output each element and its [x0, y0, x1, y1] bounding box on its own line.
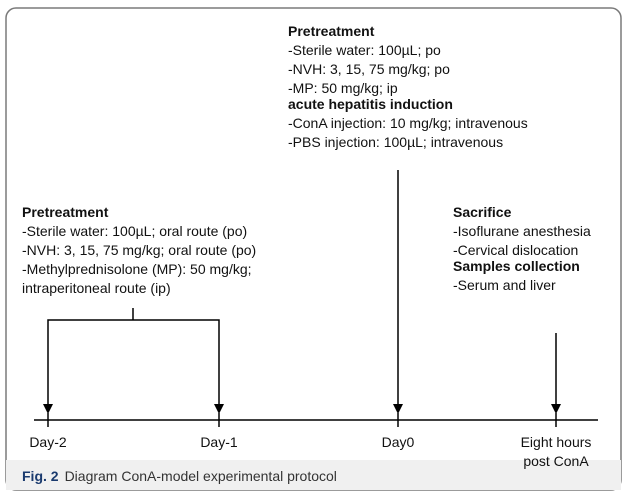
- block-line: -Methylprednisolone (MP): 50 mg/kg;: [22, 261, 252, 277]
- block-line: -NVH: 3, 15, 75 mg/kg; po: [288, 61, 450, 77]
- block-line: -Cervical dislocation: [453, 242, 578, 258]
- block-title: Samples collection: [453, 258, 580, 274]
- timeline-label: Day-2: [29, 434, 67, 450]
- block-title: acute hepatitis induction: [288, 96, 453, 112]
- block-line: -Serum and liver: [453, 277, 556, 293]
- caption-bg: [6, 460, 621, 490]
- timeline-label: Day0: [382, 434, 415, 450]
- block-title: Pretreatment: [22, 204, 109, 220]
- block-line: -PBS injection: 100µL; intravenous: [288, 134, 503, 150]
- block-line: -Isoflurane anesthesia: [453, 223, 591, 239]
- block-title: Pretreatment: [288, 23, 375, 39]
- block-line: -MP: 50 mg/kg; ip: [288, 80, 398, 96]
- block-line: -Sterile water: 100µL; oral route (po): [22, 223, 247, 239]
- block-title: Sacrifice: [453, 204, 512, 220]
- ticks: [47, 413, 557, 427]
- caption-label: Fig. 2: [22, 468, 59, 484]
- arrowheads: [43, 404, 561, 414]
- timeline-label: Eight hours: [521, 434, 592, 450]
- timeline-label: Day-1: [200, 434, 238, 450]
- caption-text: Diagram ConA-model experimental protocol: [65, 468, 337, 484]
- timeline-label: post ConA: [523, 453, 589, 469]
- block-line: -Sterile water: 100µL; po: [288, 42, 441, 58]
- block-line: intraperitoneal route (ip): [22, 280, 171, 296]
- arrows: [47, 170, 557, 410]
- block-line: -NVH: 3, 15, 75 mg/kg; oral route (po): [22, 242, 256, 258]
- block-line: -ConA injection: 10 mg/kg; intravenous: [288, 115, 528, 131]
